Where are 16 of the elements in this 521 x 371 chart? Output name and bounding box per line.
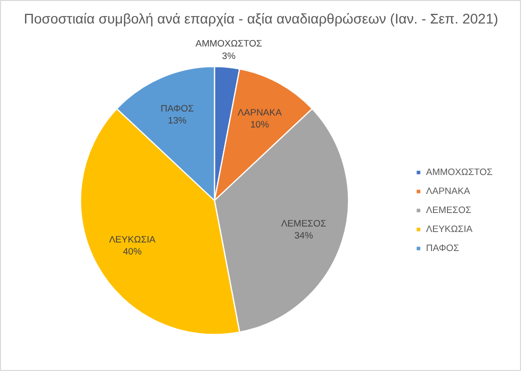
chart-title: Ποσοστιαία συμβολή ανά επαρχία - αξία αναδιαρθρώσεων (Ιαν. - Σεπ. 2021) [24, 10, 498, 26]
data-label: 13% [168, 115, 187, 126]
legend-label: ΠΑΦΟΣ [426, 243, 460, 253]
legend-label: ΛΕΥΚΩΣΙΑ [426, 224, 472, 234]
slice-label: ΛΕΥΚΩΣΙΑ [109, 234, 156, 245]
legend-label: ΛΕΜΕΣΟΣ [426, 205, 472, 215]
slice-label: ΛΕΜΕΣΟΣ [281, 218, 327, 228]
slice-label: ΑΜΜΟΧΩΣΤΟΣ [195, 38, 262, 49]
legend-label: ΑΜΜΟΧΩΣΤΟΣ [426, 167, 493, 177]
data-label: 3% [222, 50, 236, 61]
legend-label: ΛΑΡΝΑΚΑ [426, 186, 470, 196]
slice-label: ΛΑΡΝΑΚΑ [238, 107, 283, 118]
data-label: 34% [294, 230, 314, 241]
slice-label: ΠΑΦΟΣ [160, 103, 194, 114]
data-label: 40% [122, 246, 142, 257]
data-label: 10% [250, 119, 270, 130]
